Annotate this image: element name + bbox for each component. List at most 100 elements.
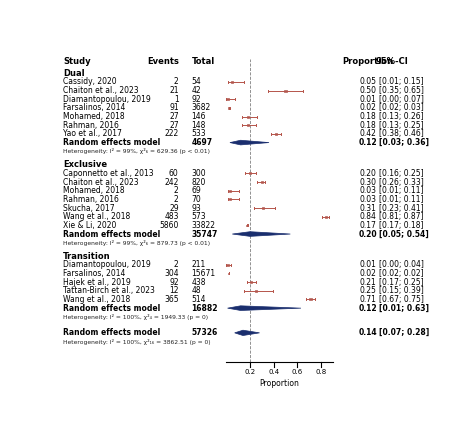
Text: Proportion: Proportion: [342, 58, 393, 66]
Text: 0.18: 0.18: [359, 121, 376, 130]
Text: 2: 2: [174, 78, 179, 87]
Text: [0.05; 0.54]: [0.05; 0.54]: [379, 229, 428, 239]
Text: 2: 2: [174, 186, 179, 195]
Text: 0.25: 0.25: [359, 286, 376, 295]
Text: [0.17; 0.25]: [0.17; 0.25]: [379, 278, 423, 287]
Text: 0.17: 0.17: [359, 221, 376, 230]
FancyBboxPatch shape: [261, 181, 263, 183]
FancyBboxPatch shape: [229, 198, 231, 200]
FancyBboxPatch shape: [227, 264, 228, 266]
Text: Farsalinos, 2014: Farsalinos, 2014: [63, 269, 125, 278]
Text: 0.12: 0.12: [358, 304, 377, 313]
FancyBboxPatch shape: [250, 281, 252, 283]
Text: Dual: Dual: [63, 69, 84, 78]
Text: 0.03: 0.03: [359, 186, 376, 195]
Text: 573: 573: [191, 212, 206, 221]
Text: Rahman, 2016: Rahman, 2016: [63, 121, 119, 130]
Text: 148: 148: [191, 121, 206, 130]
Text: 29: 29: [169, 204, 179, 213]
Text: Heterogeneity: I² = 99%, χ²₆ = 879.73 (p < 0.01): Heterogeneity: I² = 99%, χ²₆ = 879.73 (p…: [63, 240, 210, 246]
Text: 0.84: 0.84: [359, 212, 376, 221]
Text: 21: 21: [169, 86, 179, 95]
Text: 0.20: 0.20: [359, 169, 376, 178]
Text: Wang et al., 2018: Wang et al., 2018: [63, 212, 130, 221]
Text: 0.42: 0.42: [359, 129, 376, 139]
Text: [0.35; 0.65]: [0.35; 0.65]: [379, 86, 424, 95]
Text: 1: 1: [174, 95, 179, 104]
Text: [0.00; 0.07]: [0.00; 0.07]: [379, 95, 424, 104]
Text: 0.21: 0.21: [359, 278, 376, 287]
Text: 57326: 57326: [191, 328, 218, 337]
Text: 12: 12: [169, 286, 179, 295]
Text: 27: 27: [169, 112, 179, 121]
Text: 300: 300: [191, 169, 206, 178]
Text: 27: 27: [169, 121, 179, 130]
Text: [0.16; 0.25]: [0.16; 0.25]: [379, 169, 423, 178]
Text: Rahman, 2016: Rahman, 2016: [63, 195, 119, 204]
Text: [0.13; 0.25]: [0.13; 0.25]: [379, 121, 423, 130]
Text: Random effects model: Random effects model: [63, 229, 160, 239]
Text: Heterogeneity: I² = 100%, χ²₁₆ = 3862.51 (p = 0): Heterogeneity: I² = 100%, χ²₁₆ = 3862.51…: [63, 339, 210, 345]
Text: 0.50: 0.50: [359, 86, 376, 95]
Text: Transition: Transition: [63, 252, 110, 261]
FancyBboxPatch shape: [310, 298, 311, 301]
FancyBboxPatch shape: [262, 207, 264, 209]
Text: Random effects model: Random effects model: [63, 304, 160, 313]
Text: Caponnetto et al., 2013: Caponnetto et al., 2013: [63, 169, 154, 178]
Text: [0.02; 0.02]: [0.02; 0.02]: [379, 269, 423, 278]
Text: Study: Study: [63, 58, 91, 66]
Polygon shape: [228, 306, 301, 310]
Text: Total: Total: [191, 58, 215, 66]
Text: 70: 70: [191, 195, 201, 204]
Text: Chaiton et al., 2023: Chaiton et al., 2023: [63, 178, 138, 187]
FancyBboxPatch shape: [246, 116, 249, 118]
Text: Diamantopoulou, 2019: Diamantopoulou, 2019: [63, 95, 151, 104]
Text: [0.81; 0.87]: [0.81; 0.87]: [379, 212, 423, 221]
Text: [0.01; 0.11]: [0.01; 0.11]: [379, 186, 423, 195]
Text: [0.02; 0.03]: [0.02; 0.03]: [379, 103, 424, 113]
Text: 222: 222: [164, 129, 179, 139]
Text: 60: 60: [169, 169, 179, 178]
Text: 0.31: 0.31: [359, 204, 376, 213]
Text: [0.00; 0.04]: [0.00; 0.04]: [379, 260, 424, 269]
Text: 514: 514: [191, 295, 206, 304]
Text: 91: 91: [169, 103, 179, 113]
Text: 5860: 5860: [159, 221, 179, 230]
Text: 0.71: 0.71: [359, 295, 376, 304]
Text: 16882: 16882: [191, 304, 218, 313]
Text: Wang et al., 2018: Wang et al., 2018: [63, 295, 130, 304]
Text: 42: 42: [191, 86, 201, 95]
Text: [0.15; 0.39]: [0.15; 0.39]: [379, 286, 424, 295]
Text: Xie & Li, 2020: Xie & Li, 2020: [63, 221, 116, 230]
Text: 0.4: 0.4: [268, 369, 279, 375]
Text: [0.01; 0.63]: [0.01; 0.63]: [379, 304, 429, 313]
Text: Random effects model: Random effects model: [63, 138, 160, 147]
Text: 35747: 35747: [191, 229, 218, 239]
Text: 242: 242: [164, 178, 179, 187]
Text: 365: 365: [164, 295, 179, 304]
Text: 0.01: 0.01: [359, 95, 376, 104]
FancyBboxPatch shape: [284, 90, 287, 91]
Polygon shape: [232, 232, 290, 236]
Text: Diamantopoulou, 2019: Diamantopoulou, 2019: [63, 260, 151, 269]
Text: 0.20: 0.20: [358, 229, 377, 239]
Text: [0.26; 0.33]: [0.26; 0.33]: [379, 178, 424, 187]
Text: Chaiton et al., 2023: Chaiton et al., 2023: [63, 86, 138, 95]
FancyBboxPatch shape: [255, 290, 257, 292]
Text: Skucha, 2017: Skucha, 2017: [63, 204, 115, 213]
Text: 0.8: 0.8: [316, 369, 327, 375]
Text: 0.02: 0.02: [359, 269, 376, 278]
FancyBboxPatch shape: [275, 133, 277, 135]
Text: 2: 2: [174, 195, 179, 204]
Text: Heterogeneity: I² = 100%, χ²₄ = 1949.33 (p = 0): Heterogeneity: I² = 100%, χ²₄ = 1949.33 …: [63, 314, 208, 320]
Text: 0.01: 0.01: [359, 260, 376, 269]
Text: 0.02: 0.02: [359, 103, 376, 113]
Text: 0.6: 0.6: [292, 369, 303, 375]
Text: Cassidy, 2020: Cassidy, 2020: [63, 78, 117, 87]
Text: 15671: 15671: [191, 269, 216, 278]
FancyBboxPatch shape: [231, 81, 233, 83]
FancyBboxPatch shape: [246, 225, 247, 226]
Text: Hajek et al., 2019: Hajek et al., 2019: [63, 278, 131, 287]
Text: 0.14: 0.14: [358, 328, 377, 337]
Text: 0.2: 0.2: [245, 369, 255, 375]
